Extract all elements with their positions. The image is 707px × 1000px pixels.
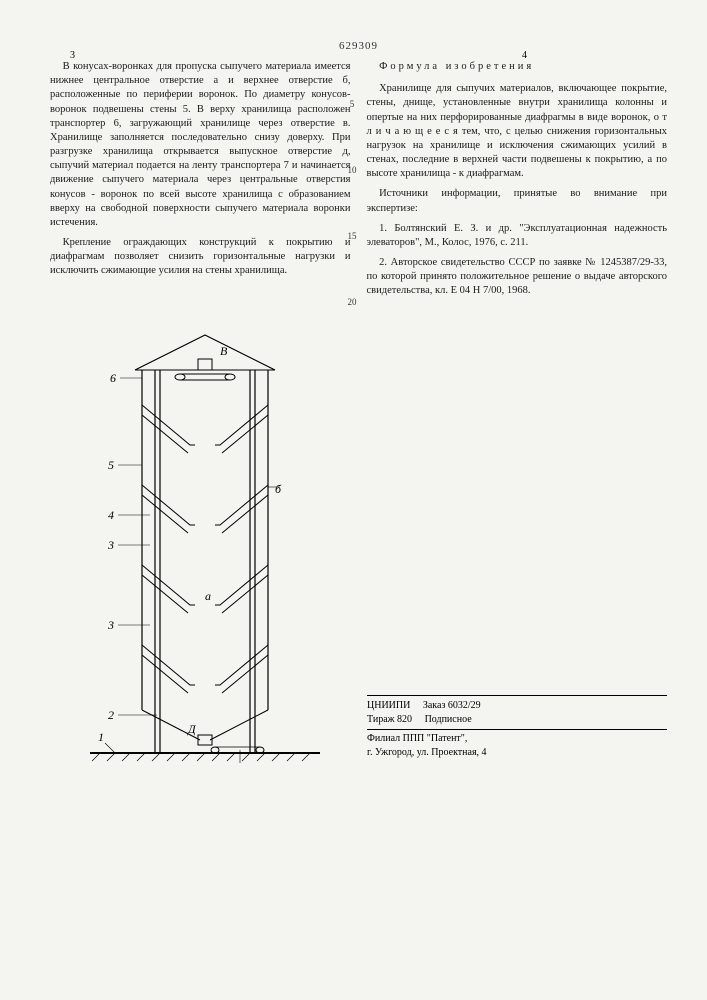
text-columns: В конусах-воронках для пропуска сыпучего… — [50, 60, 667, 305]
line-mark: 5 — [348, 98, 357, 110]
label-7: 7 — [235, 764, 241, 765]
line-mark: 10 — [348, 164, 357, 176]
label-5: 5 — [108, 458, 114, 472]
label-4: 4 — [108, 508, 114, 522]
left-p2: Крепление ограждающих конструкций к покр… — [50, 236, 351, 279]
silo-diagram: 6 5 4 3 3 2 1 В б а Д 7 — [80, 315, 330, 765]
footer-address: г. Ужгород, ул. Проектная, 4 — [367, 746, 667, 760]
right-p4: 2. Авторское свидетельство СССР по заявк… — [367, 256, 668, 299]
right-column: Формула изобретения Хранилище для сыпучи… — [367, 60, 668, 305]
line-mark: 20 — [348, 296, 357, 308]
label-В: В — [220, 344, 228, 358]
label-а: а — [205, 589, 211, 603]
imprint-footer: ЦНИИПИ Заказ 6032/29 Тираж 820 Подписное… — [367, 695, 667, 760]
line-mark: 15 — [348, 230, 357, 242]
right-p3: 1. Болтянский Е. З. и др. "Эксплуатацион… — [367, 222, 668, 250]
label-6: 6 — [110, 371, 116, 385]
footer-order: Заказ 6032/29 — [423, 700, 481, 711]
line-number-gutter: 5 10 15 20 — [348, 70, 357, 309]
label-1: 1 — [98, 730, 104, 744]
footer-branch: Филиал ППП "Патент", — [367, 732, 667, 746]
label-Д: Д — [187, 722, 197, 736]
formula-heading: Формула изобретения — [367, 60, 668, 74]
right-p1: Хранилище для сыпучих материалов, включа… — [367, 82, 668, 181]
left-p1: В конусах-воронках для пропуска сыпучего… — [50, 60, 351, 230]
page-number-right: 4 — [522, 50, 527, 61]
doc-number: 629309 — [50, 40, 667, 52]
left-column: В конусах-воронках для пропуска сыпучего… — [50, 60, 351, 305]
label-2: 2 — [108, 708, 114, 722]
footer-sub: Подписное — [425, 714, 472, 725]
footer-org: ЦНИИПИ — [367, 700, 410, 711]
label-б: б — [275, 482, 282, 496]
footer-tirazh: Тираж 820 — [367, 714, 412, 725]
label-3b: 3 — [107, 618, 114, 632]
page-number-left: 3 — [70, 50, 75, 61]
label-3a: 3 — [107, 538, 114, 552]
right-p2: Источники информации, принятые во вниман… — [367, 187, 668, 215]
